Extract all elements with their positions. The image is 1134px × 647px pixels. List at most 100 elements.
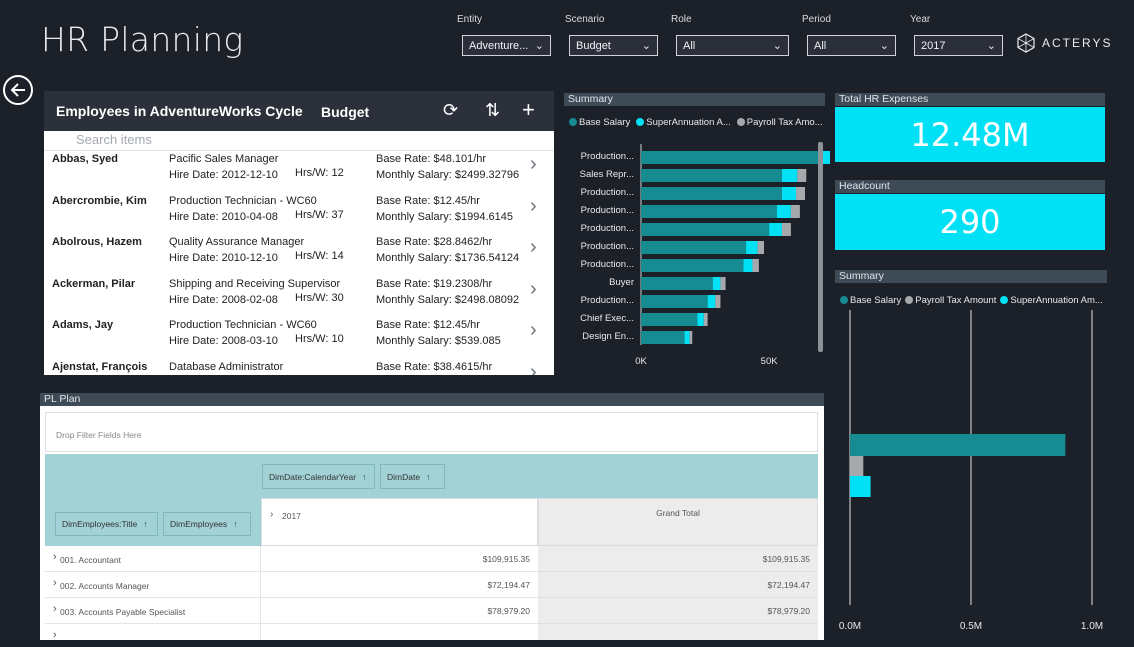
bar[interactable] xyxy=(850,434,1066,456)
search-input[interactable]: Search items xyxy=(44,131,554,151)
bar-segment[interactable] xyxy=(781,187,797,200)
employee-role: Shipping and Receiving Supervisor xyxy=(169,277,341,290)
bar-segment[interactable] xyxy=(641,223,770,236)
bar-segment[interactable] xyxy=(641,151,818,164)
bar-segment[interactable] xyxy=(641,331,685,344)
year-value: 2017 xyxy=(921,39,946,52)
employee-row[interactable]: Ackerman, Pilar Shipping and Receiving Su… xyxy=(44,278,554,320)
bar-segment[interactable] xyxy=(796,187,805,200)
headcount-header: Headcount xyxy=(835,180,1105,193)
chevron-right-icon[interactable]: › xyxy=(530,361,537,375)
scenario-dropdown[interactable]: Budget ⌄ xyxy=(569,35,658,56)
employee-base-rate: Base Rate: $12.45/hr xyxy=(376,194,480,207)
chevron-right-icon[interactable]: › xyxy=(530,319,537,342)
bar-segment[interactable] xyxy=(776,205,791,218)
bar-segment[interactable] xyxy=(641,187,782,200)
year-column-header[interactable]: › 2017 xyxy=(261,498,538,546)
chevron-right-icon[interactable]: › xyxy=(53,577,57,589)
bar-segment[interactable] xyxy=(641,277,713,290)
bar-segment[interactable] xyxy=(746,241,758,254)
bar-segment[interactable] xyxy=(641,205,777,218)
employee-base-rate: Base Rate: $12.45/hr xyxy=(376,319,480,332)
bar-segment[interactable] xyxy=(641,259,744,272)
pl-row: › 003. Accounts Payable Specialist $78,979… xyxy=(45,598,818,624)
period-dropdown[interactable]: All ⌄ xyxy=(807,35,896,56)
chevron-right-icon[interactable]: › xyxy=(53,551,57,563)
bar-segment[interactable] xyxy=(641,241,747,254)
entity-dropdown[interactable]: Adventure... ⌄ xyxy=(462,35,551,56)
pl-value-2017[interactable] xyxy=(261,624,538,640)
pl-plan-header: PL Plan xyxy=(40,393,824,406)
bar-segment[interactable] xyxy=(697,313,704,326)
employee-hours: Hrs/W: 14 xyxy=(295,250,344,263)
year-dropdown[interactable]: 2017 ⌄ xyxy=(914,35,1003,56)
bar-segment[interactable] xyxy=(769,223,782,236)
refresh-icon[interactable]: ⟳ xyxy=(443,100,459,120)
bar-segment[interactable] xyxy=(797,169,807,182)
bar[interactable] xyxy=(850,456,864,476)
bar-segment[interactable] xyxy=(743,259,753,272)
pl-row-title-cell[interactable]: › 003. Accounts Payable Specialist xyxy=(45,598,261,624)
employee-hours: Hrs/W: 37 xyxy=(295,208,344,221)
role-dropdown[interactable]: All ⌄ xyxy=(676,35,789,56)
pl-value-2017[interactable]: $72,194.47 xyxy=(261,572,538,598)
sort-up-icon: ↑ xyxy=(233,519,238,529)
chevron-right-icon[interactable]: › xyxy=(530,194,537,217)
bar-segment[interactable] xyxy=(781,223,791,236)
bar-segment[interactable] xyxy=(703,313,708,326)
summary-legend: Base Salary SuperAnnuation A... Payroll … xyxy=(569,117,823,128)
category-label: Production... xyxy=(581,187,634,198)
employee-row[interactable]: Abercrombie, Kim Production Technician - … xyxy=(44,195,554,237)
column-field-dimdate[interactable]: DimDate ↑ xyxy=(380,464,445,489)
sort-up-icon: ↑ xyxy=(426,471,431,482)
bar-segment[interactable] xyxy=(752,259,759,272)
legend-item: SuperAnnuation Am... xyxy=(1000,295,1103,306)
bar[interactable] xyxy=(850,476,871,497)
bar-segment[interactable] xyxy=(781,169,798,182)
pl-row-title-cell[interactable]: › 001. Accountant xyxy=(45,546,261,572)
bar-segment[interactable] xyxy=(684,331,690,344)
period-value: All xyxy=(814,39,827,52)
chevron-right-icon[interactable]: › xyxy=(530,277,537,300)
chevron-right-icon[interactable]: › xyxy=(530,153,537,175)
chevron-right-icon[interactable]: › xyxy=(53,629,57,640)
pl-row-title-cell[interactable]: › xyxy=(45,624,261,640)
add-icon[interactable]: + xyxy=(522,97,535,122)
chevron-right-icon[interactable]: › xyxy=(530,236,537,259)
sort-icon[interactable]: ⇅ xyxy=(485,100,501,120)
bar-segment[interactable] xyxy=(641,295,708,308)
filter-drop-zone[interactable]: Drop Filter Fields Here xyxy=(45,412,818,452)
bar-segment[interactable] xyxy=(720,277,726,290)
x-tick-label: 1.0M xyxy=(1081,621,1103,632)
employee-hire-date: Hire Date: 2008-02-08 xyxy=(169,293,278,306)
employee-hire-date: Hire Date: 2012-12-10 xyxy=(169,169,278,181)
page-title: HR Planning xyxy=(41,20,244,59)
back-button[interactable] xyxy=(3,75,33,105)
bar-segment[interactable] xyxy=(790,205,800,218)
bar-segment[interactable] xyxy=(641,313,698,326)
total-hr-header: Total HR Expenses xyxy=(835,93,1105,106)
bar-segment[interactable] xyxy=(715,295,721,308)
employee-role: Pacific Sales Manager xyxy=(169,153,279,165)
bar-segment[interactable] xyxy=(757,241,764,254)
bar-segment[interactable] xyxy=(712,277,721,290)
employees-panel: Employees in AdventureWorks Cycle Budget… xyxy=(44,91,554,375)
row-field-title[interactable]: DimEmployees:Title ↑ xyxy=(55,512,158,536)
total-hr-value: 12.48M xyxy=(835,107,1105,162)
chevron-right-icon[interactable]: › xyxy=(53,603,57,615)
pl-value-2017[interactable]: $109,915.35 xyxy=(261,546,538,572)
bar-segment[interactable] xyxy=(689,331,693,344)
row-field-dimemployees[interactable]: DimEmployees ↑ xyxy=(163,512,251,536)
bar-segment[interactable] xyxy=(707,295,716,308)
employee-row[interactable]: Ajenstat, François Database Administrator… xyxy=(44,361,554,375)
pl-row-title-cell[interactable]: › 002. Accounts Manager xyxy=(45,572,261,598)
employee-row[interactable]: Adams, Jay Production Technician - WC60 Hi… xyxy=(44,319,554,361)
scrollbar[interactable] xyxy=(818,142,823,352)
column-field-calendaryear[interactable]: DimDate:CalendarYear ↑ xyxy=(262,464,375,489)
employee-row[interactable]: Abolrous, Hazem Quality Assurance Manager… xyxy=(44,236,554,278)
bar-segment[interactable] xyxy=(641,169,782,182)
employee-row[interactable]: Abbas, Syed Pacific Sales Manager Hire Dat… xyxy=(44,153,554,195)
chevron-down-icon: ⌄ xyxy=(986,40,996,52)
pl-value-2017[interactable]: $78,979.20 xyxy=(261,598,538,624)
headcount-value: 290 xyxy=(835,194,1105,250)
